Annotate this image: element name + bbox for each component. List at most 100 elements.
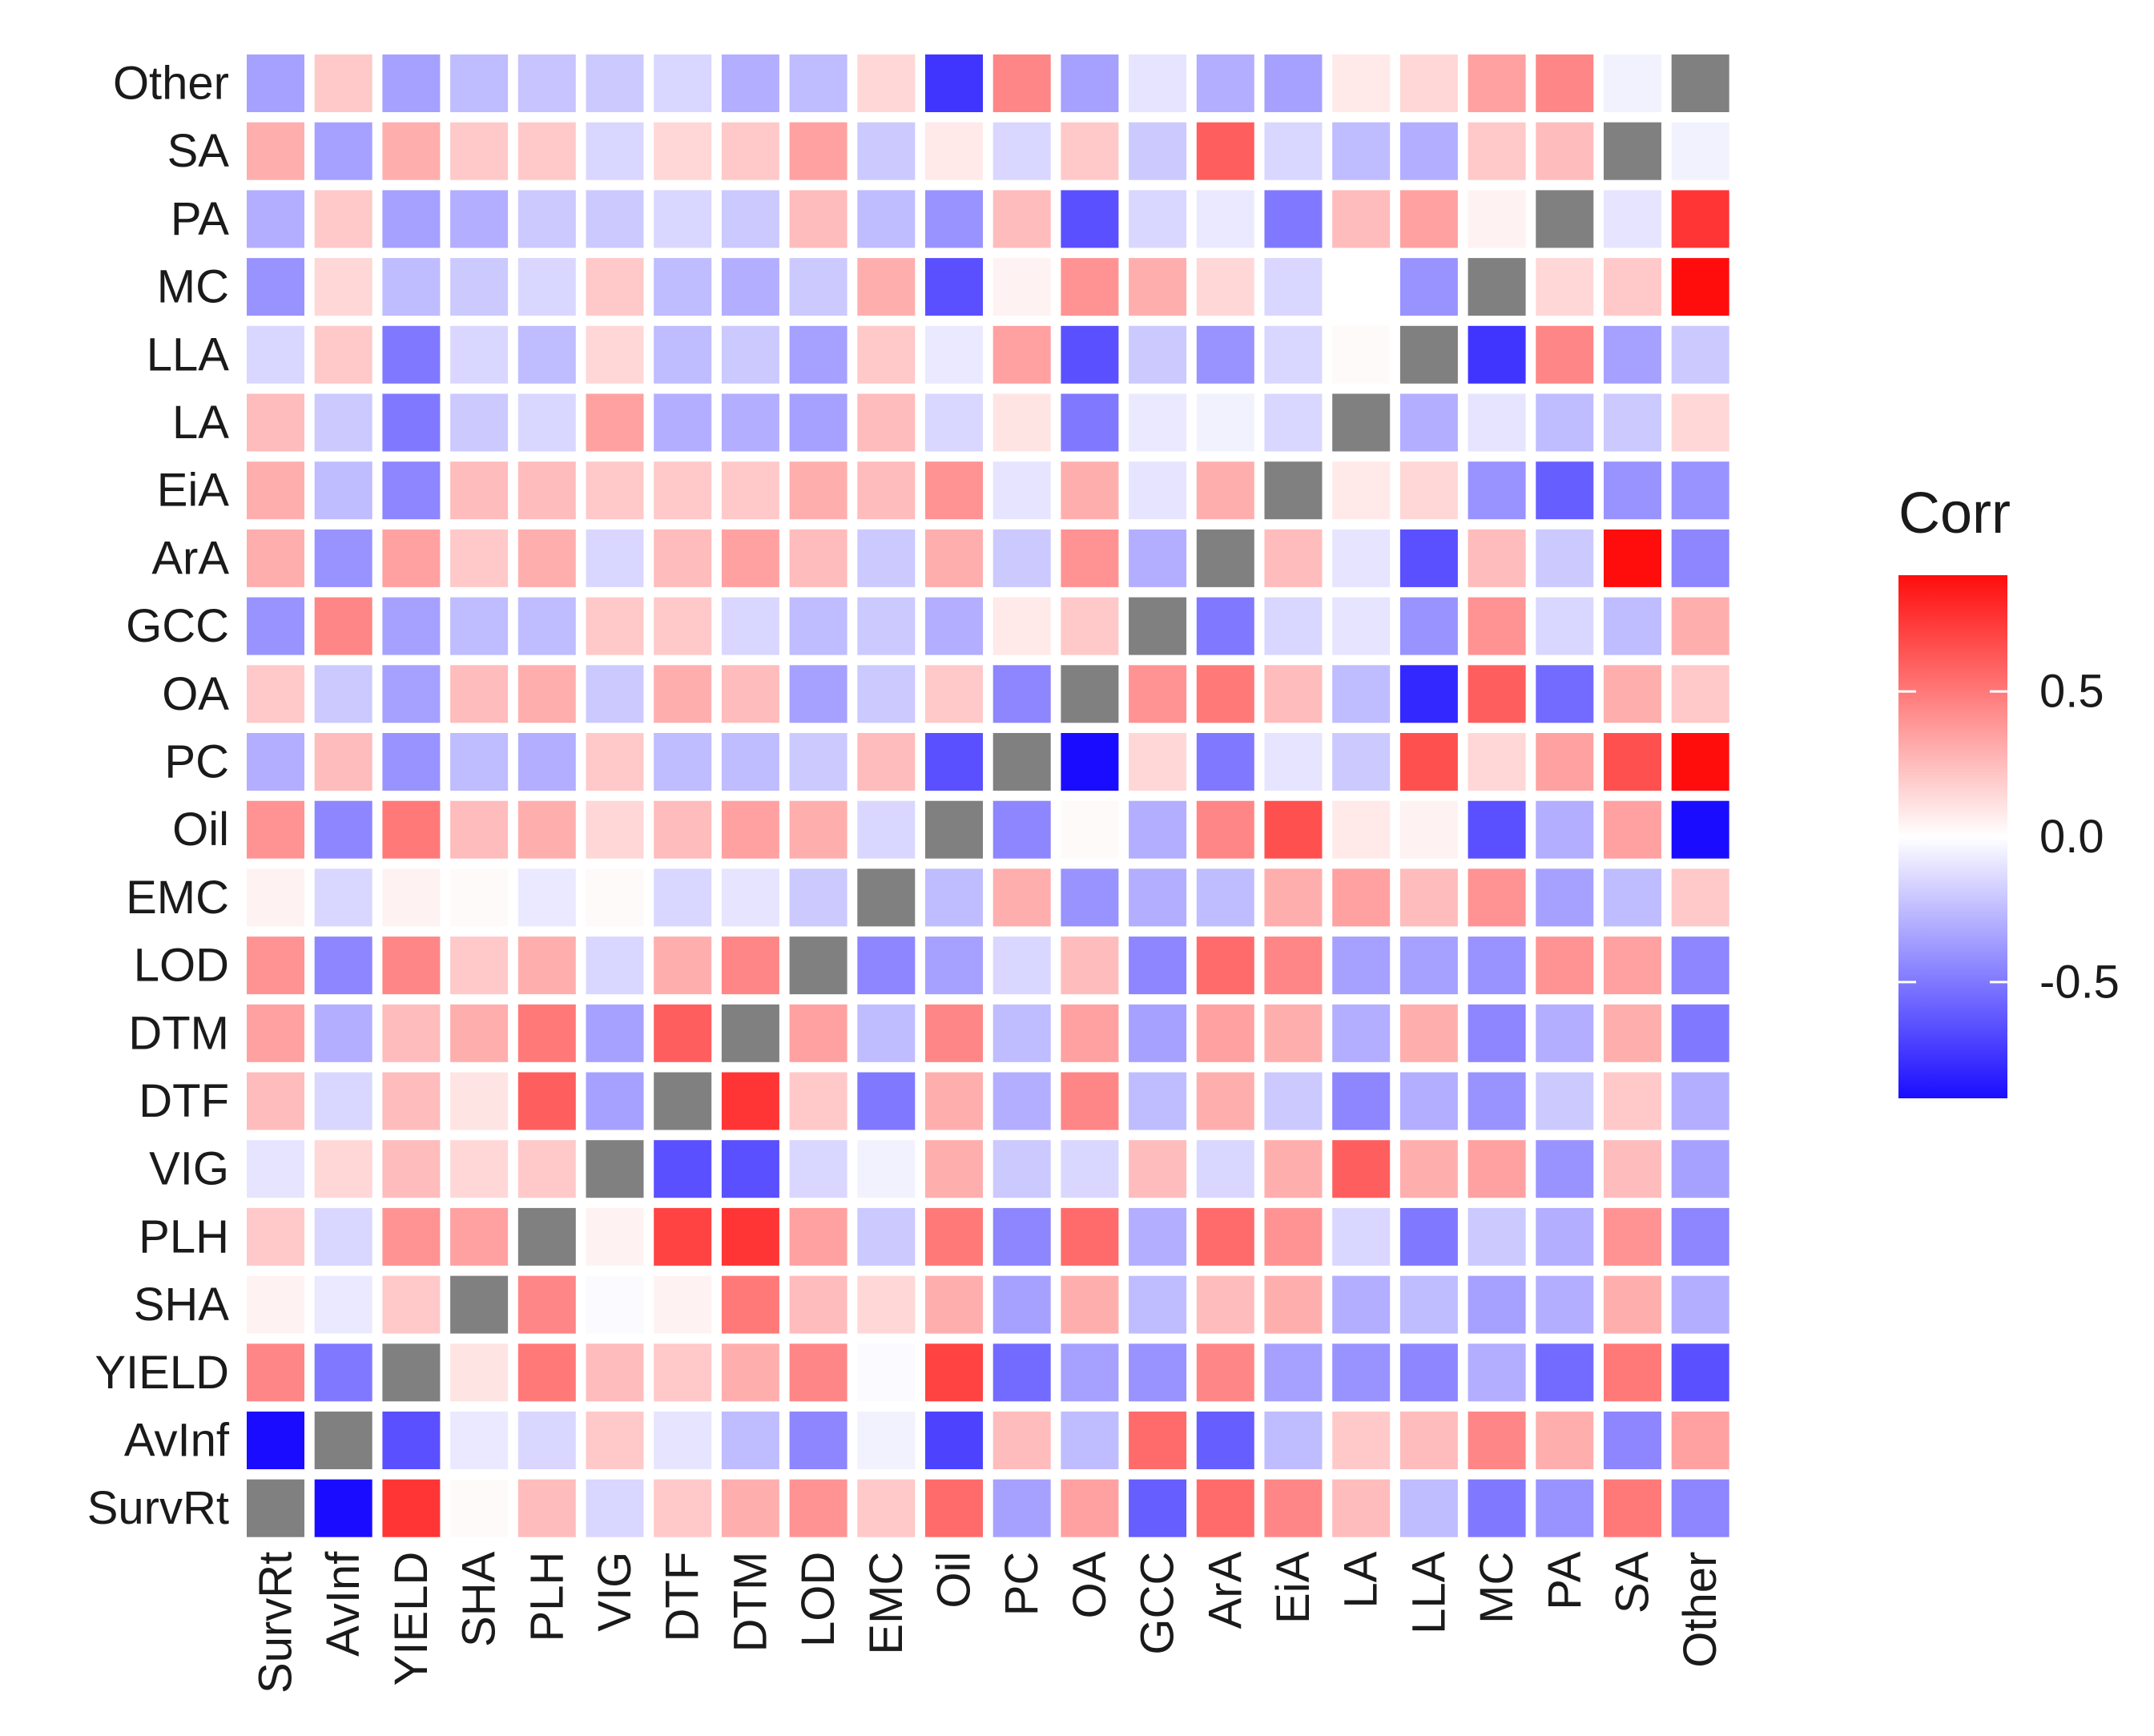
heatmap-cell-MC-VIG [586,258,644,316]
heatmap-cell-PC-MC [1468,733,1526,791]
heatmap-cell-MC-PA [1536,258,1594,316]
row-label-PA: PA [171,193,229,245]
heatmap-cell-PC-SurvRt [247,733,304,791]
heatmap-cell-LA-EiA [1264,393,1323,452]
heatmap-cell-PC-SA [1604,733,1661,791]
heatmap-cell-PLH-LA [1332,1207,1391,1266]
heatmap-cell-OA-PLH [517,665,576,723]
heatmap-cell-SA-LA [1332,122,1391,180]
heatmap-cell-AvInf-Other [1671,1412,1729,1469]
heatmap-cell-YIELD-DTM [721,1343,779,1402]
column-label-SHA: SHA [453,1551,505,1647]
heatmap-cell-PLH-ArA [1196,1207,1254,1266]
heatmap-cell-MC-SurvRt [247,258,304,316]
heatmap-cell-Oil-YIELD [382,800,441,859]
heatmap-cell-SurvRt-SurvRt [247,1479,304,1537]
heatmap-cell-PLH-LLA [1399,1207,1458,1266]
heatmap-cell-LA-OA [1061,393,1119,452]
heatmap-cell-Oil-ArA [1196,800,1254,859]
heatmap-cell-PLH-SHA [450,1207,509,1266]
heatmap-cell-LLA-PLH [517,325,576,384]
heatmap-cell-LA-DTM [721,393,779,452]
heatmap-cell-OA-EMC [857,665,916,723]
heatmap-cell-LOD-EiA [1264,936,1323,995]
heatmap-cell-PA-SurvRt [247,190,304,248]
column-label-PC: PC [996,1552,1048,1617]
heatmap-cell-PC-LA [1332,733,1391,791]
heatmap-cell-Other-SHA [450,54,509,112]
heatmap-cell-SHA-DTF [654,1275,712,1334]
heatmap-cell-Other-PLH [517,54,576,112]
heatmap-cell-PA-GCC [1129,190,1187,248]
heatmap-cell-EMC-SA [1604,868,1661,927]
heatmap-cell-VIG-OA [1061,1140,1119,1198]
heatmap-cell-PLH-PA [1536,1207,1594,1266]
heatmap-cell-SHA-Oil [925,1275,983,1334]
row-label-SHA: SHA [134,1279,230,1331]
heatmap-cell-LLA-ArA [1196,325,1254,384]
heatmap-cell-VIG-SurvRt [247,1140,304,1198]
heatmap-cell-LA-MC [1468,393,1526,452]
heatmap-cell-DTM-PC [992,1004,1051,1062]
heatmap-cell-DTF-DTM [721,1072,779,1130]
heatmap-cell-Other-YIELD [382,54,441,112]
heatmap-cell-EMC-SurvRt [247,868,304,927]
heatmap-cell-LOD-MC [1468,936,1526,995]
heatmap-cell-LOD-LA [1332,936,1391,995]
heatmap-cell-AvInf-PA [1536,1412,1594,1469]
heatmap-cell-GCC-SA [1604,597,1661,655]
heatmap-cell-SurvRt-DTF [654,1479,712,1537]
heatmap-cell-VIG-YIELD [382,1140,441,1198]
heatmap-cell-PA-PC [992,190,1051,248]
heatmap-cell-Other-OA [1061,54,1119,112]
heatmap-cell-DTF-VIG [586,1072,644,1130]
column-label-Other: Other [1674,1552,1726,1668]
heatmap-cell-DTF-PA [1536,1072,1594,1130]
heatmap-cell-PA-Other [1671,190,1729,248]
heatmap-cell-DTM-Other [1671,1004,1729,1062]
heatmap-cell-Oil-EMC [857,800,916,859]
heatmap-cell-YIELD-VIG [586,1343,644,1402]
heatmap-cell-PA-VIG [586,190,644,248]
column-label-EiA: EiA [1267,1551,1319,1624]
column-label-OA: OA [1064,1551,1116,1618]
heatmap-cell-VIG-LLA [1399,1140,1458,1198]
heatmap-cell-PLH-SurvRt [247,1207,304,1266]
heatmap-cell-Other-PC [992,54,1051,112]
heatmap-cell-VIG-EiA [1264,1140,1323,1198]
heatmap-cell-AvInf-PC [992,1412,1051,1469]
legend-color-bar [1898,575,2007,1098]
heatmap-cell-Oil-LA [1332,800,1391,859]
heatmap-cell-Other-LOD [789,54,848,112]
heatmap-cell-AvInf-SHA [450,1412,509,1469]
heatmap-cell-PLH-DTM [721,1207,779,1266]
heatmap-cell-LA-SA [1604,393,1661,452]
heatmap-cell-LOD-Other [1671,936,1729,995]
heatmap-cell-VIG-SA [1604,1140,1661,1198]
heatmap-cell-MC-EiA [1264,258,1323,316]
heatmap-cell-SurvRt-OA [1061,1479,1119,1537]
column-label-EMC: EMC [860,1552,912,1655]
heatmap-cell-PC-ArA [1196,733,1254,791]
heatmap-cell-GCC-DTM [721,597,779,655]
heatmap-cell-YIELD-PA [1536,1343,1594,1402]
column-label-DTF: DTF [657,1552,709,1642]
heatmap-cell-MC-MC [1468,258,1526,316]
heatmap-cell-YIELD-SA [1604,1343,1661,1402]
heatmap-cell-LLA-SHA [450,325,509,384]
column-label-SurvRt: SurvRt [250,1552,302,1694]
heatmap-cell-PLH-EMC [857,1207,916,1266]
heatmap-cell-SA-DTF [654,122,712,180]
row-label-DTF: DTF [139,1075,229,1127]
heatmap-cell-LLA-LA [1332,325,1391,384]
heatmap-cell-SHA-LLA [1399,1275,1458,1334]
heatmap-cell-PC-PA [1536,733,1594,791]
row-label-YIELD: YIELD [95,1347,229,1399]
heatmap-cell-LA-LA [1332,393,1391,452]
heatmap-cell-VIG-ArA [1196,1140,1254,1198]
heatmap-cell-MC-DTM [721,258,779,316]
heatmap-cell-GCC-LLA [1399,597,1458,655]
heatmap-cell-LLA-SA [1604,325,1661,384]
heatmap-cell-GCC-PC [992,597,1051,655]
